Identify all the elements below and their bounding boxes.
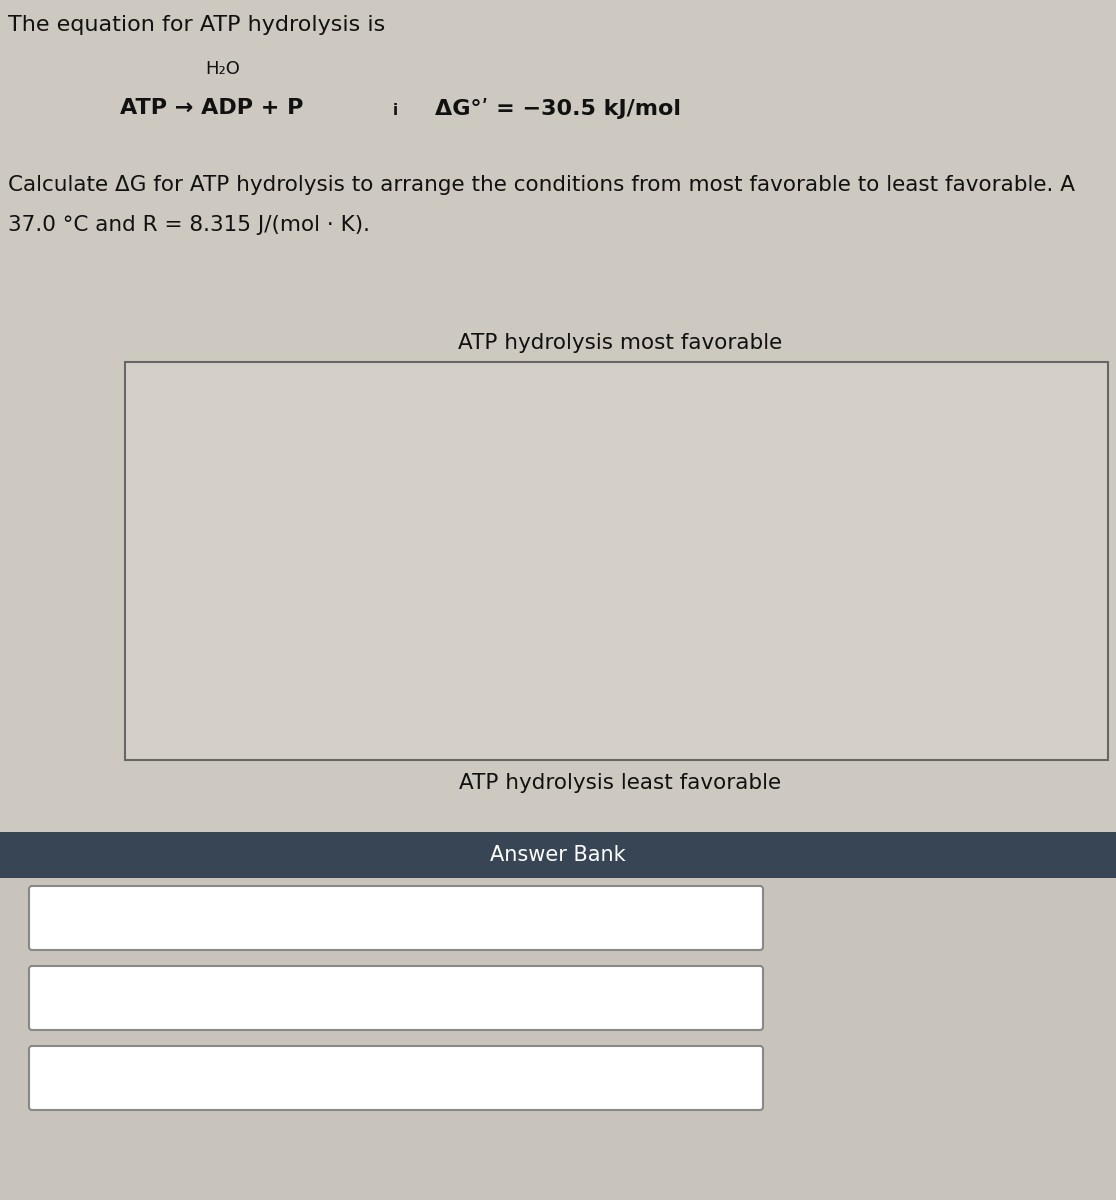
Text: i: i	[393, 103, 398, 118]
Bar	[125, 362, 1108, 760]
FancyBboxPatch shape	[29, 966, 763, 1030]
Text: 37.0 °C and R = 8.315 J/(mol · K).: 37.0 °C and R = 8.315 J/(mol · K).	[8, 215, 371, 235]
Text: brain: [ATP] = 2.6 mM; [ADP] = 0.7 mM; [Pᵢ] = 2.7 mM: brain: [ATP] = 2.6 mM; [ADP] = 0.7 mM; […	[48, 988, 615, 1008]
Text: The equation for ATP hydrolysis is: The equation for ATP hydrolysis is	[8, 14, 385, 35]
Text: ΔG°ʹ = −30.5 kJ/mol: ΔG°ʹ = −30.5 kJ/mol	[435, 98, 681, 119]
Bar	[0, 878, 1116, 1200]
FancyBboxPatch shape	[29, 1046, 763, 1110]
Text: ATP hydrolysis least favorable: ATP hydrolysis least favorable	[459, 773, 781, 793]
Bar	[0, 832, 1116, 878]
Text: Answer Bank: Answer Bank	[490, 845, 626, 865]
Text: liver: [ATP] = 3.4 mM; [ADP] = 1.3 mM; [Pᵢ] = 4.8 mM: liver: [ATP] = 3.4 mM; [ADP] = 1.3 mM; […	[48, 1068, 606, 1088]
Text: H₂O: H₂O	[205, 60, 240, 78]
Text: ATP → ADP + P: ATP → ADP + P	[121, 98, 304, 118]
FancyBboxPatch shape	[29, 886, 763, 950]
Text: muscle: [ATP] = 8.1 mM; [ADP] = 0.9 mM; [Pᵢ] = 8.1 mM: muscle: [ATP] = 8.1 mM; [ADP] = 0.9 mM; …	[48, 908, 635, 928]
Text: Calculate ΔG for ATP hydrolysis to arrange the conditions from most favorable to: Calculate ΔG for ATP hydrolysis to arran…	[8, 175, 1075, 194]
Text: ATP hydrolysis most favorable: ATP hydrolysis most favorable	[458, 332, 782, 353]
